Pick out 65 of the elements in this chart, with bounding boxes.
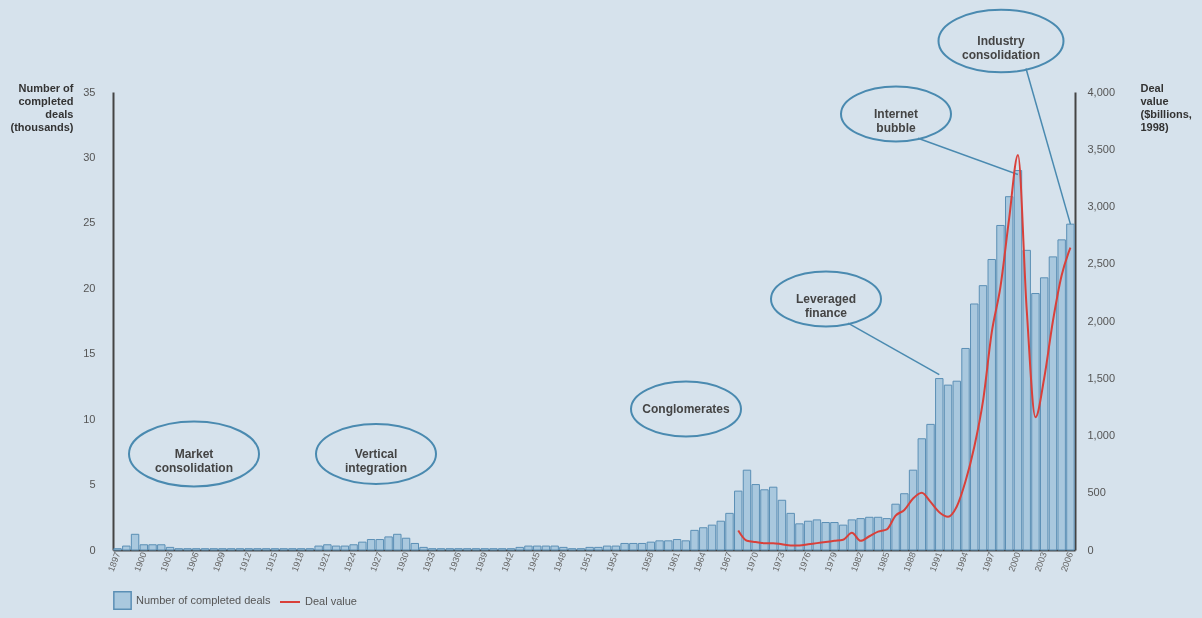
x-tick-label: 1933	[420, 550, 437, 574]
annotation: Internet bubble	[873, 107, 919, 135]
x-tick-label: 1900	[132, 550, 149, 574]
y2-tick-label: 1,000	[1087, 429, 1116, 441]
x-tick-label: 1970	[744, 550, 761, 574]
y2-tick-label: 3,500	[1087, 142, 1116, 155]
y-tick-label: 10	[83, 412, 96, 425]
legend-label: Deal value	[305, 595, 357, 607]
x-tick-label: 1948	[551, 550, 569, 574]
x-tick-label: 1912	[237, 550, 254, 574]
x-tick-label: 1927	[368, 550, 385, 574]
y-tick-label: 5	[89, 478, 96, 491]
x-tick-label: 2006	[1058, 550, 1076, 574]
x-tick-label: 1951	[578, 550, 595, 574]
y2-tick-label: 2,500	[1087, 257, 1116, 270]
x-tick-label: 1939	[473, 550, 490, 574]
x-tick-label: 1897	[106, 550, 123, 574]
x-tick-label: 1954	[604, 550, 621, 574]
x-tick-label: 1921	[315, 550, 333, 574]
x-tick-label: 1994	[953, 550, 971, 574]
annotation: Vertical integration	[345, 447, 407, 475]
annotation: Conglomerates	[642, 402, 730, 416]
y-tick-label: 15	[83, 347, 96, 360]
x-tick-label: 1930	[394, 550, 411, 574]
x-tick-label: 1906	[184, 550, 201, 574]
legend-label: Number of completed deals	[136, 593, 272, 606]
y-tick-label: 25	[83, 216, 96, 229]
annotation: Industry consolidation	[962, 34, 1040, 62]
y2-tick-label: 0	[1087, 543, 1094, 556]
x-tick-label: 1976	[796, 550, 813, 574]
x-tick-label: 1964	[691, 550, 708, 574]
y-tick-label: 35	[83, 85, 96, 98]
x-tick-label: 1967	[717, 550, 735, 574]
x-tick-label: 1973	[770, 550, 787, 574]
annotation: Leveraged finance	[795, 292, 857, 320]
annotation: Market consolidation	[155, 447, 233, 475]
x-tick-label: 1997	[980, 550, 997, 574]
line-series	[737, 153, 1072, 547]
x-tick-label: 2003	[1032, 550, 1049, 574]
y2-axis-title: Deal value ($billions, 1998)	[1140, 81, 1192, 133]
y2-tick-label: 500	[1087, 486, 1106, 499]
x-tick-label: 1918	[289, 550, 306, 574]
y-tick-label: 0	[89, 543, 96, 556]
x-tick-label: 1942	[499, 550, 516, 574]
x-tick-label: 1988	[901, 550, 918, 574]
y2-tick-label: 2,000	[1087, 314, 1116, 327]
x-tick-label: 1945	[525, 550, 542, 574]
x-tick-label: 1924	[342, 550, 359, 574]
x-tick-label: 1915	[263, 550, 280, 574]
y-tick-label: 20	[83, 281, 96, 294]
x-tick-label: 1979	[822, 550, 840, 574]
y-tick-label: 30	[83, 150, 96, 163]
y2-tick-label: 4,000	[1087, 85, 1116, 98]
x-tick-label: 2000	[1006, 550, 1023, 574]
x-tick-label: 1985	[875, 550, 892, 574]
x-tick-label: 1903	[158, 550, 175, 574]
x-tick-label: 1958	[639, 550, 656, 574]
y2-tick-label: 3,000	[1087, 200, 1116, 212]
x-tick-label: 1982	[849, 550, 866, 574]
y-axis-title: Number of completed deals (thousands)	[10, 81, 74, 133]
x-tick-label: 1936	[446, 550, 464, 574]
x-tick-label: 1991	[927, 550, 944, 574]
x-tick-label: 1909	[210, 550, 228, 574]
x-tick-label: 1961	[665, 550, 682, 574]
y2-tick-label: 1,500	[1087, 371, 1116, 384]
